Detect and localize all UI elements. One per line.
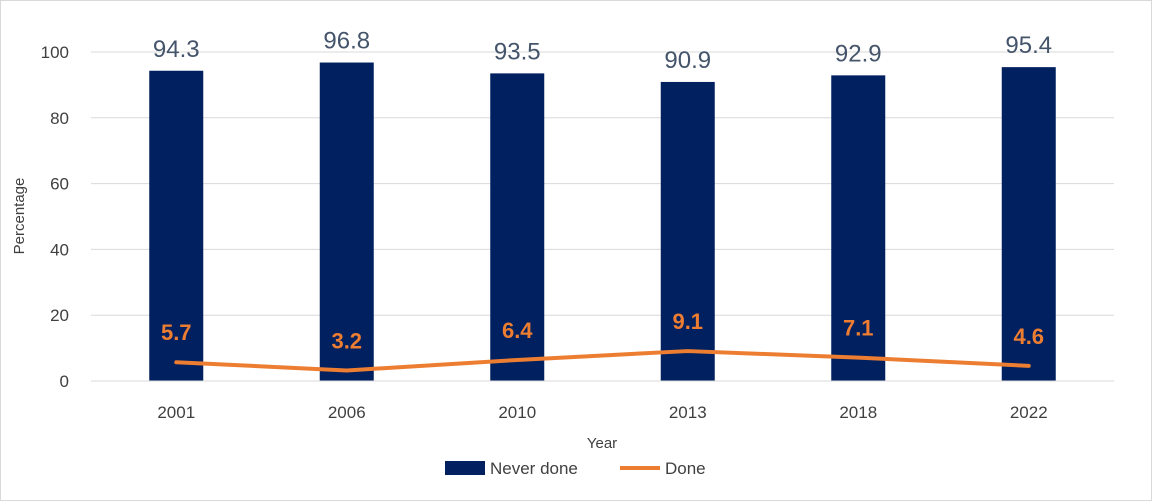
bar (831, 75, 886, 381)
x-tick-label: 2006 (328, 403, 366, 422)
line-data-label: 9.1 (672, 309, 703, 334)
legend-label-done: Done (665, 459, 706, 478)
line-series (174, 349, 1031, 373)
x-tick-label: 2022 (1010, 403, 1048, 422)
gridlines (91, 51, 1114, 316)
bar (1001, 67, 1056, 381)
bar (149, 70, 204, 382)
bar-data-label: 96.8 (323, 28, 370, 55)
line-data-label: 3.2 (331, 328, 362, 353)
bar (490, 73, 545, 381)
bar-data-label: 94.3 (153, 36, 200, 63)
bar (660, 81, 715, 382)
done-line (174, 349, 1031, 373)
bar-series (149, 62, 1056, 382)
x-axis-title: Year (587, 435, 617, 452)
bar-data-label: 95.4 (1005, 32, 1052, 59)
y-tick-label: 40 (50, 240, 69, 259)
line-data-label: 6.4 (502, 318, 533, 343)
line-data-label: 5.7 (161, 320, 192, 345)
line-data-label: 7.1 (843, 316, 874, 341)
bar-data-label: 90.9 (664, 47, 711, 74)
legend: Never done Done (445, 459, 706, 478)
legend-swatch-never-done (445, 461, 485, 475)
line-data-label: 4.6 (1013, 324, 1044, 349)
x-tick-label: 2010 (498, 403, 536, 422)
x-axis: 2001 2006 2010 2013 2018 2022 (91, 380, 1114, 422)
bar (319, 62, 374, 381)
x-tick-label: 2013 (669, 403, 707, 422)
bar-data-labels: 94.3 96.8 93.5 90.9 92.9 95.4 (153, 28, 1052, 74)
y-axis-ticks: 0 20 40 60 80 100 (41, 43, 69, 391)
bar-data-label: 93.5 (494, 38, 541, 65)
line-data-labels: 5.7 3.2 6.4 9.1 7.1 4.6 (161, 309, 1044, 353)
y-tick-label: 0 (60, 372, 69, 391)
y-tick-label: 60 (50, 175, 69, 194)
bar-data-label: 92.9 (835, 40, 882, 67)
y-tick-label: 80 (50, 109, 69, 128)
legend-label-never-done: Never done (490, 459, 578, 478)
y-axis-title: Percentage (11, 178, 28, 255)
x-tick-label: 2018 (839, 403, 877, 422)
y-tick-label: 20 (50, 306, 69, 325)
x-tick-label: 2001 (157, 403, 195, 422)
y-tick-label: 100 (41, 43, 69, 62)
